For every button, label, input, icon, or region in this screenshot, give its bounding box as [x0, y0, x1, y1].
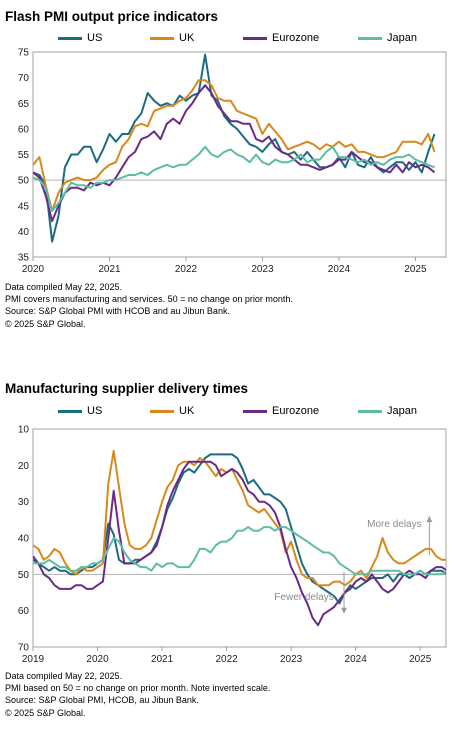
legend-eurozone-label: Eurozone [272, 405, 320, 417]
legend-us: US [58, 405, 102, 417]
x-tick-label: 2025 [404, 264, 427, 275]
series-line-uk [33, 449, 446, 587]
y-tick-label: 60 [18, 124, 30, 135]
chart1-plot: 35 40 45 50 55 60 65 70 75 2020 2021 2022 2023 2024 20… [18, 48, 447, 275]
legend-japan-swatch [358, 36, 382, 40]
legend-us: US [58, 32, 102, 44]
x-tick-label: 2022 [175, 264, 198, 275]
x-tick-label: 2019 [22, 654, 45, 665]
y-tick-label: 60 [18, 606, 30, 617]
annotation-label: More delays [367, 519, 421, 530]
x-tick-label: 2024 [328, 264, 351, 275]
chart2-legend: US UK Eurozone Japan [40, 405, 450, 419]
series-line-eurozone [33, 460, 446, 627]
annotation-arrowhead [341, 607, 348, 614]
y-tick-label: 40 [18, 534, 30, 545]
x-tick-label: 2022 [215, 654, 238, 665]
legend-uk-swatch [150, 409, 174, 413]
x-tick-label: 2020 [22, 264, 45, 275]
legend-us-swatch [58, 36, 82, 40]
x-tick-label: 2021 [151, 654, 174, 665]
x-tick-label: 2021 [98, 264, 121, 275]
plot-frame [32, 51, 447, 258]
chart2-note: Data compiled May 22, 2025. [5, 671, 123, 681]
legend-us-label: US [87, 405, 103, 417]
y-tick-label: 40 [18, 227, 30, 238]
y-tick-label: 30 [18, 497, 30, 508]
chart2-note: Source: S&P Global PMI, HCOB, au Jibun B… [5, 695, 199, 706]
chart1-note: © 2025 S&P Global. [5, 318, 86, 329]
legend-japan-label: Japan [387, 32, 417, 44]
plot-frame [32, 428, 447, 648]
legend-uk-label: UK [179, 405, 195, 417]
chart1-title: Flash PMI output price indicators [5, 9, 219, 24]
legend-eurozone-label: Eurozone [272, 32, 320, 44]
chart1-note: Source: S&P Global PMI with HCOB and au … [5, 306, 230, 317]
legend-us-swatch [58, 409, 82, 413]
chart2-title: Manufacturing supplier delivery times [5, 381, 249, 396]
chart2-notes: Data compiled May 22, 2025. PMI based on… [5, 670, 270, 719]
legend-japan: Japan [358, 405, 417, 417]
legend-uk-label: UK [179, 32, 195, 44]
legend-eurozone: Eurozone [243, 405, 319, 417]
y-tick-label: 35 [18, 253, 30, 264]
y-tick-label: 20 [18, 461, 30, 472]
series-line-uk [33, 79, 436, 212]
y-tick-label: 70 [18, 73, 30, 84]
legend-eurozone-swatch [243, 36, 267, 40]
chart2-note: © 2025 S&P Global. [5, 707, 86, 718]
legend-japan-label: Japan [387, 405, 417, 417]
y-tick-label: 75 [18, 48, 30, 59]
x-tick-label: 2025 [409, 654, 432, 665]
chart1-note: PMI covers manufacturing and services. 5… [5, 294, 293, 305]
series-line-japan [33, 526, 446, 576]
annotation-arrowhead [426, 516, 433, 523]
y-tick-label: 50 [18, 176, 30, 187]
legend-eurozone: Eurozone [243, 32, 319, 44]
chart1-legend: US UK Eurozone Japan [40, 32, 450, 46]
legend-uk: UK [150, 32, 194, 44]
x-tick-label: 2023 [251, 264, 274, 275]
legend-eurozone-swatch [243, 409, 267, 413]
legend-japan: Japan [358, 32, 417, 44]
legend-uk-swatch [150, 36, 174, 40]
annotation-label: Fewer delays [274, 592, 333, 603]
legend-uk: UK [150, 405, 194, 417]
legend-us-label: US [87, 32, 103, 44]
series-line-japan [33, 145, 435, 212]
legend-japan-swatch [358, 409, 382, 413]
y-tick-label: 70 [18, 643, 30, 654]
y-tick-label: 50 [18, 570, 30, 581]
x-tick-label: 2024 [345, 654, 368, 665]
y-tick-label: 55 [18, 150, 30, 161]
chart1-notes: Data compiled May 22, 2025. PMI covers m… [5, 281, 293, 330]
y-tick-label: 10 [18, 425, 30, 436]
y-tick-label: 45 [18, 201, 30, 212]
y-tick-label: 65 [18, 99, 30, 110]
chart1-note: Data compiled May 22, 2025. [5, 282, 123, 292]
x-tick-label: 2023 [280, 654, 303, 665]
chart2-note: PMI based on 50 = no change on prior mon… [5, 683, 271, 694]
x-tick-label: 2020 [86, 654, 109, 665]
